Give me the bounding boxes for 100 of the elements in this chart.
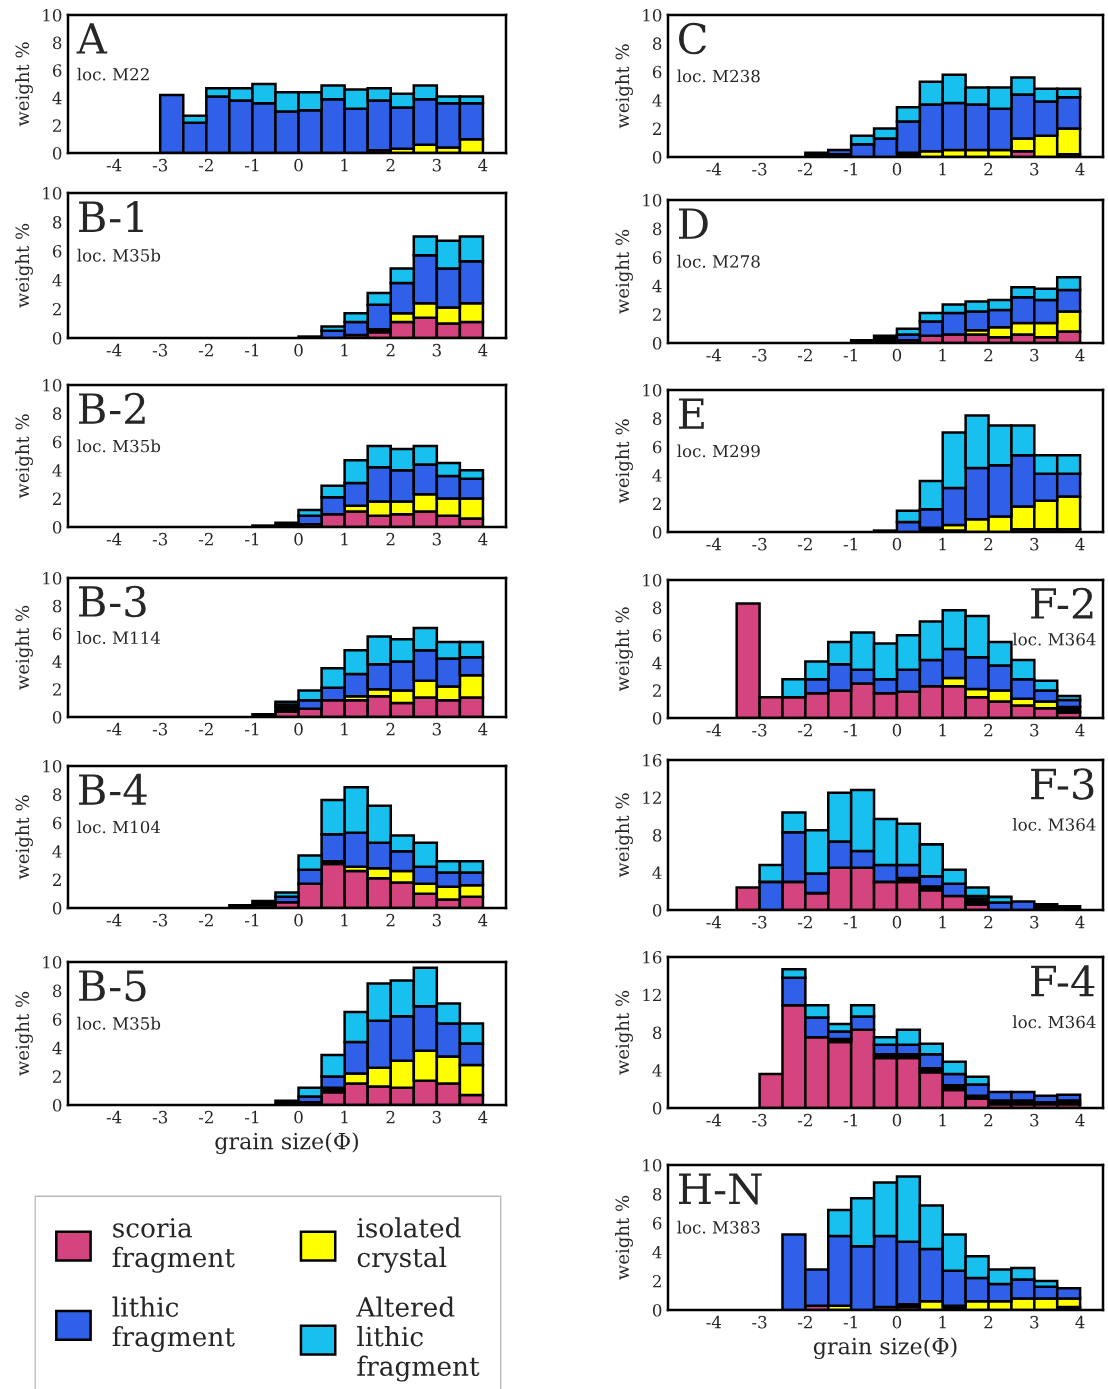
x-tick-label: -4 <box>706 915 722 929</box>
x-tick-label: -3 <box>152 532 168 546</box>
annotation: loc. M364 <box>1012 817 1096 831</box>
y-tick-label: 2 <box>52 492 61 505</box>
chart-title: B-1 <box>79 200 143 232</box>
y-tick-label: 12 <box>643 791 661 804</box>
y-axis-title: weight % <box>615 607 633 692</box>
x-tick-label: -2 <box>797 348 812 362</box>
y-tick-label: 4 <box>652 469 662 482</box>
x-tick-label: 3 <box>432 158 441 172</box>
x-tick-label: 3 <box>1030 915 1039 929</box>
y-tick-label: 0 <box>52 901 62 915</box>
x-tick-label: -4 <box>106 1110 122 1124</box>
annotation: loc. M299 <box>677 444 760 458</box>
x-tick-label: -1 <box>245 722 259 736</box>
x-tick-label: 1 <box>939 915 946 929</box>
legend-label: lithic fragment <box>112 1296 235 1352</box>
x-tick-label: 0 <box>892 537 902 551</box>
y-tick-label: 8 <box>52 788 62 801</box>
x-tick-label: 0 <box>294 913 303 927</box>
x-tick-label: -4 <box>106 158 122 172</box>
x-tick-label: -2 <box>797 915 812 929</box>
y-tick-label: 10 <box>643 1158 662 1172</box>
x-tick-label: 2 <box>386 532 395 546</box>
x-tick-label: 4 <box>478 532 488 546</box>
y-tick-label: 8 <box>52 599 62 613</box>
x-tick-label: -1 <box>843 348 857 362</box>
x-tick-label: 4 <box>478 1110 488 1124</box>
chart-title: F-2 <box>1031 587 1093 619</box>
x-tick-label: -4 <box>706 348 722 362</box>
x-tick-label: -4 <box>106 343 122 357</box>
y-axis-title: weight % <box>15 991 33 1076</box>
chart-title: C <box>679 22 707 55</box>
y-axis-title: weight % <box>15 605 33 690</box>
y-axis-title: weight % <box>615 793 633 878</box>
y-tick-label: 2 <box>52 683 61 696</box>
y-tick-label: 0 <box>652 903 662 917</box>
annotation: loc. M114 <box>77 631 161 644</box>
annotation: loc. M35b <box>77 439 161 453</box>
x-tick-label: 3 <box>1030 1113 1039 1127</box>
y-tick-label: 10 <box>643 573 662 587</box>
x-tick-label: 2 <box>984 162 993 176</box>
x-tick-label: 0 <box>892 1113 902 1127</box>
y-tick-label: 4 <box>652 94 662 107</box>
y-tick-label: 8 <box>652 412 662 425</box>
y-tick-label: 4 <box>652 1245 662 1259</box>
x-tick-label: 1 <box>939 348 946 362</box>
x-tick-label: -3 <box>752 162 767 176</box>
y-tick-label: 4 <box>652 1064 662 1077</box>
y-tick-label: 10 <box>43 759 62 773</box>
y-tick-label: 0 <box>52 710 62 724</box>
x-tick-label: 2 <box>386 1110 395 1124</box>
x-tick-label: -4 <box>706 723 722 737</box>
y-tick-label: 4 <box>52 1041 62 1055</box>
y-tick-label: 8 <box>652 828 662 842</box>
x-tick-label: 1 <box>341 532 348 546</box>
x-tick-label: 1 <box>341 913 348 927</box>
x-tick-label: 0 <box>892 348 902 362</box>
chart-title: F-4 <box>1031 965 1095 997</box>
x-tick-label: 1 <box>939 1315 946 1329</box>
y-tick-label: 2 <box>52 119 61 132</box>
y-tick-label: 0 <box>652 1303 662 1317</box>
x-tick-label: -3 <box>752 537 767 551</box>
y-tick-label: 16 <box>643 753 662 767</box>
x-tick-label: -3 <box>752 915 767 929</box>
y-tick-label: 2 <box>652 122 661 135</box>
x-tick-label: -4 <box>706 162 722 176</box>
x-tick-label: 0 <box>294 1110 303 1124</box>
x-tick-label: 2 <box>984 1113 993 1127</box>
y-tick-label: 2 <box>652 308 661 321</box>
y-axis-title: weight % <box>615 990 633 1075</box>
x-tick-label: 4 <box>1075 1113 1085 1127</box>
x-tick-label: -2 <box>797 537 812 551</box>
x-tick-label: 3 <box>432 913 441 927</box>
x-tick-label: 1 <box>939 1113 946 1127</box>
x-tick-label: -2 <box>198 343 213 357</box>
x-tick-label: 4 <box>1075 162 1085 176</box>
y-tick-label: 0 <box>52 146 62 160</box>
chart-title: A <box>76 23 108 54</box>
y-axis-title: weight % <box>15 795 33 880</box>
y-tick-label: 4 <box>52 464 62 477</box>
x-tick-label: -4 <box>106 722 122 736</box>
y-axis-title: weight % <box>615 229 633 314</box>
y-tick-label: 6 <box>652 1216 662 1230</box>
legend-label: Altered lithic fragment <box>356 1296 480 1382</box>
y-tick-label: 8 <box>652 601 662 615</box>
x-tick-label: 0 <box>892 1315 902 1329</box>
x-tick-label: 2 <box>984 1315 993 1329</box>
x-tick-label: 4 <box>478 722 488 736</box>
x-tick-label: 3 <box>1030 1315 1039 1329</box>
x-tick-label: -2 <box>797 723 812 737</box>
y-tick-label: 10 <box>43 571 62 585</box>
annotation: loc. M22 <box>77 67 149 81</box>
x-tick-label: 2 <box>386 158 395 172</box>
y-tick-label: 6 <box>52 816 62 830</box>
x-tick-label: 3 <box>432 343 441 357</box>
y-tick-label: 2 <box>52 302 61 316</box>
x-tick-label: -3 <box>752 1315 767 1329</box>
x-tick-label: -2 <box>797 1113 812 1127</box>
x-tick-label: -1 <box>843 162 857 176</box>
